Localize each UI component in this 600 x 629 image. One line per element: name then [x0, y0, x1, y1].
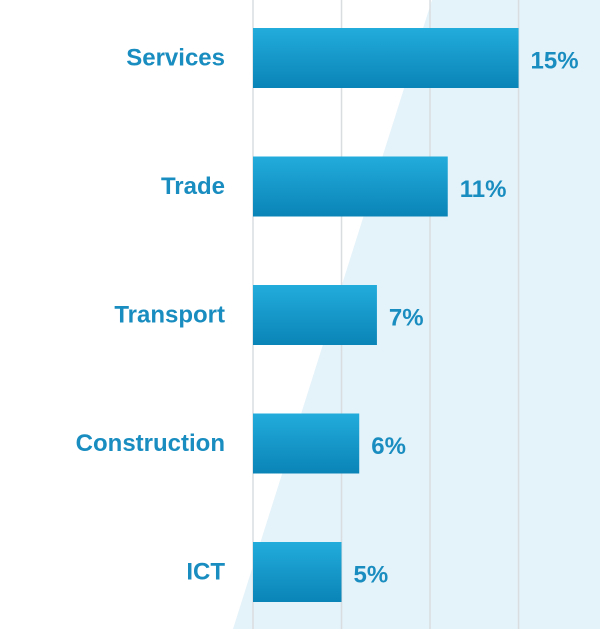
category-label: ICT: [186, 558, 225, 585]
category-label: Transport: [114, 301, 225, 328]
value-label: 15%: [531, 47, 579, 74]
value-label: 7%: [389, 304, 424, 331]
bar: [253, 156, 448, 217]
bar: [253, 542, 342, 602]
bar: [253, 28, 519, 88]
value-label: 6%: [371, 433, 406, 460]
value-label: 5%: [354, 561, 389, 588]
category-label: Trade: [161, 173, 225, 200]
bar: [253, 413, 360, 474]
category-label: Services: [126, 44, 225, 71]
category-label: Construction: [76, 430, 225, 457]
value-label: 11%: [460, 176, 507, 203]
bar: [253, 285, 377, 345]
